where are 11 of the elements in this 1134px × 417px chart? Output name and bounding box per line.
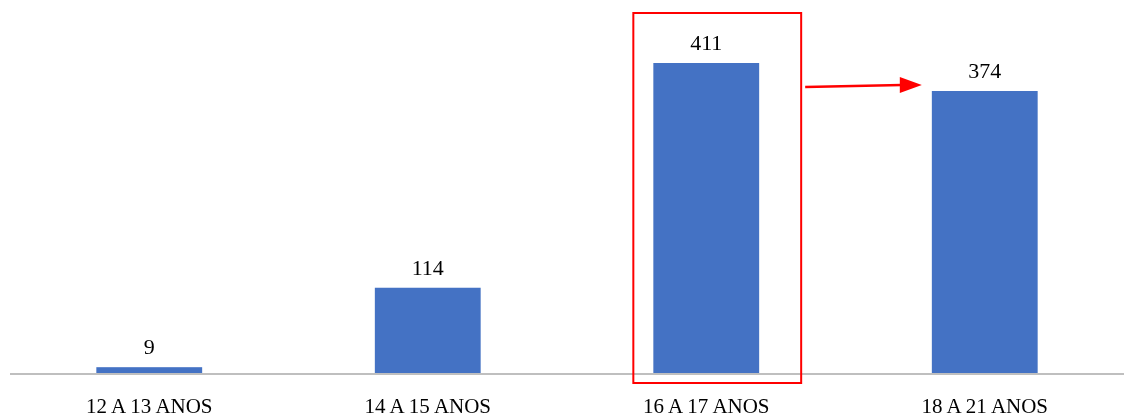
x-tick-label: 18 A 21 ANOS xyxy=(921,394,1049,417)
data-label: 411 xyxy=(690,30,723,55)
data-label: 9 xyxy=(143,334,155,360)
data-label: 114 xyxy=(411,254,444,280)
data-label: 374 xyxy=(968,58,1002,83)
bar xyxy=(653,63,760,374)
x-tick-label: 12 A 13 ANOS xyxy=(85,394,213,417)
x-tick-label: 16 A 17 ANOS xyxy=(642,394,770,417)
bar xyxy=(374,287,481,374)
bar xyxy=(931,91,1038,374)
x-tick-label: 14 A 15 ANOS xyxy=(364,394,492,417)
